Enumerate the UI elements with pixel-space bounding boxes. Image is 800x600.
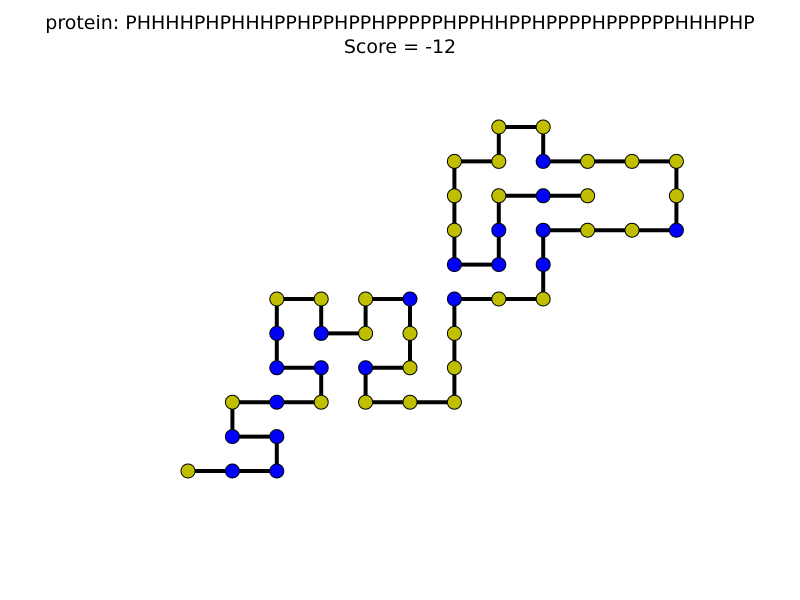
polar-residue-49: [580, 188, 596, 204]
hydrophobic-residue-10: [269, 325, 285, 341]
hydrophobic-residue-2: [269, 463, 285, 479]
polar-residue-38: [535, 119, 551, 135]
hydrophobic-residue-19: [358, 360, 374, 376]
polar-residue-47: [491, 188, 507, 204]
hydrophobic-residue-32: [668, 222, 684, 238]
polar-residue-35: [624, 153, 640, 169]
polar-residue-5: [224, 394, 240, 410]
hydrophobic-residue-6: [269, 394, 285, 410]
hydrophobic-residue-44: [446, 257, 462, 273]
score-label: Score = -12: [343, 36, 457, 58]
polar-residue-15: [358, 291, 374, 307]
hydrophobic-residue-29: [535, 222, 551, 238]
protein-sequence-title: protein: PHHHHPHPHHHPPHPPHPPHPPPPPHPPHHP…: [45, 12, 755, 34]
hydrophobic-residue-28: [535, 257, 551, 273]
polar-residue-39: [491, 119, 507, 135]
hydrophobic-residue-16: [402, 291, 418, 307]
polar-residue-31: [624, 222, 640, 238]
hydrophobic-residue-8: [313, 360, 329, 376]
hydrophobic-residue-9: [269, 360, 285, 376]
polar-residue-14: [358, 325, 374, 341]
polar-residue-41: [446, 153, 462, 169]
hydrophobic-residue-25: [446, 291, 462, 307]
polar-residue-43: [446, 222, 462, 238]
polar-residue-30: [580, 222, 596, 238]
hydrophobic-residue-3: [269, 429, 285, 445]
polar-residue-23: [446, 360, 462, 376]
polar-residue-33: [668, 188, 684, 204]
polar-residue-0: [180, 463, 196, 479]
residue-nodes: [180, 119, 684, 479]
polar-residue-18: [402, 360, 418, 376]
polar-residue-17: [402, 325, 418, 341]
backbone-bonds: [188, 125, 679, 473]
hydrophobic-residue-4: [224, 429, 240, 445]
polar-residue-22: [446, 394, 462, 410]
hydrophobic-residue-13: [313, 325, 329, 341]
polar-residue-21: [402, 394, 418, 410]
polar-residue-11: [269, 291, 285, 307]
polar-residue-34: [668, 153, 684, 169]
hydrophobic-residue-1: [224, 463, 240, 479]
polar-residue-40: [491, 153, 507, 169]
polar-residue-7: [313, 394, 329, 410]
hydrophobic-residue-48: [535, 188, 551, 204]
polar-residue-42: [446, 188, 462, 204]
hydrophobic-residue-37: [535, 153, 551, 169]
hydrophobic-residue-46: [491, 222, 507, 238]
polar-residue-27: [535, 291, 551, 307]
polar-residue-36: [580, 153, 596, 169]
polar-residue-20: [358, 394, 374, 410]
polar-residue-24: [446, 325, 462, 341]
polar-residue-12: [313, 291, 329, 307]
hydrophobic-residue-45: [491, 257, 507, 273]
polar-residue-26: [491, 291, 507, 307]
